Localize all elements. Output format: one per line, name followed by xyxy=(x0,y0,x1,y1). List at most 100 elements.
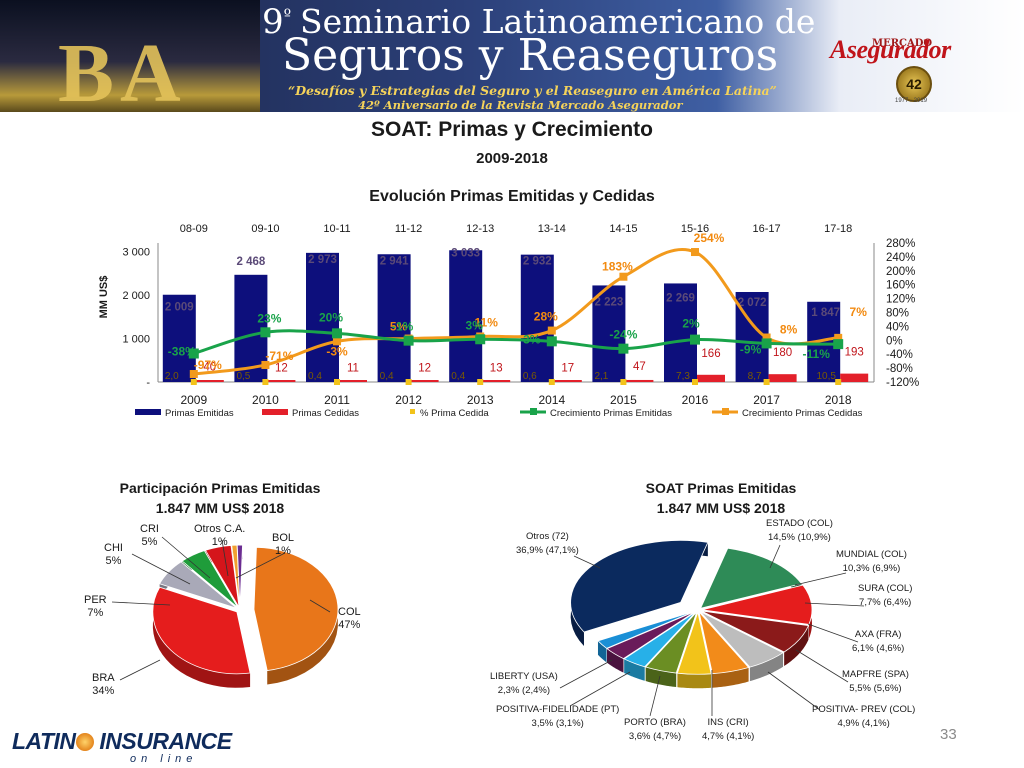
pie1-slice-label: PER 7% xyxy=(84,594,107,620)
leader-line xyxy=(131,553,191,585)
crec-emitidas-marker xyxy=(546,336,557,347)
pie2-slice-label: INS (CRI) 4,7% (4,1%) xyxy=(702,716,754,744)
pct-cedida-marker xyxy=(835,379,842,385)
pie-slice xyxy=(253,546,339,671)
y2-tick-label: -40% xyxy=(886,349,913,361)
bar-value-label: 12 xyxy=(418,362,431,374)
pie1-slice-label: BOL 1% xyxy=(272,532,294,558)
pie-slice xyxy=(597,610,695,649)
category-label: 2016 xyxy=(682,393,709,407)
crec-emitidas-label: 20% xyxy=(319,310,343,324)
bar-primas-emitidas xyxy=(162,294,196,382)
bar-value-label: 2 223 xyxy=(595,296,624,308)
bar-primas-cedidas xyxy=(768,374,797,382)
pie2-slice-label: PORTO (BRA) 3,6% (4,7%) xyxy=(624,716,686,744)
bar-primas-cedidas xyxy=(482,380,511,382)
leader-line xyxy=(119,659,161,681)
y2-tick-label: 0% xyxy=(886,335,903,347)
crec-cedidas-label: 11% xyxy=(475,315,499,329)
category-label: 2017 xyxy=(753,393,780,407)
crec-cedidas-label: 28% xyxy=(534,310,558,324)
leader-line xyxy=(111,601,171,606)
crec-emitidas-marker xyxy=(475,334,486,345)
pie2-slice-name: POSITIVA- PREV (COL) xyxy=(812,704,916,715)
crec-emitidas-marker xyxy=(260,327,271,338)
pct-cedida-label: 0,4 xyxy=(380,371,394,382)
pie2-slice-value: 3,5% (3,1%) xyxy=(531,718,584,729)
pct-cedida-marker xyxy=(548,379,555,385)
top-axis-label: 09-10 xyxy=(251,223,279,235)
pie2-title: SOAT Primas Emitidas 1.847 MM US$ 2018 xyxy=(586,478,856,518)
pie-slice-side xyxy=(712,667,749,688)
asegurador-logo: Asegurador xyxy=(830,35,951,64)
globe-icon xyxy=(75,733,94,751)
pie-slice xyxy=(623,611,697,668)
pie1-slice-label: COL 47% xyxy=(338,606,361,632)
leader-line xyxy=(804,602,865,607)
crec-cedidas-label: 7% xyxy=(850,305,868,319)
pie-slice-side xyxy=(606,648,624,673)
top-axis-label: 13-14 xyxy=(538,223,566,235)
crec-cedidas-label: -97% xyxy=(194,358,222,372)
leader-line xyxy=(794,572,847,586)
category-label: 2015 xyxy=(610,393,637,407)
crec-cedidas-marker xyxy=(619,272,628,281)
pct-cedida-marker xyxy=(334,379,340,385)
top-axis-label: 16-17 xyxy=(753,223,781,235)
pie-slice-side xyxy=(749,652,784,682)
legend-label: Crecimiento Primas Cedidas xyxy=(742,408,863,419)
seminar-number-sup: º xyxy=(283,5,292,25)
banner-title-line1: Seminario Latinoamericano de xyxy=(300,2,816,41)
seminar-number: 9º xyxy=(262,2,291,42)
bar-primas-cedidas xyxy=(267,380,296,382)
pie2-slice-label: AXA (FRA) 6,1% (4,6%) xyxy=(852,628,904,656)
bar-primas-cedidas xyxy=(697,374,725,382)
pie1-slice-value: 34% xyxy=(92,685,115,697)
category-label: 2013 xyxy=(467,393,494,407)
pie1-slice-value: 1% xyxy=(275,545,291,557)
legend-swatch xyxy=(530,408,537,415)
crec-emitidas-label: -24% xyxy=(609,328,637,342)
crec-cedidas-label: 5% xyxy=(390,320,408,334)
pie2-slice-value: 36,9% (47,1%) xyxy=(516,545,579,556)
pie1-slice-value: 5% xyxy=(105,555,122,567)
pie-slice xyxy=(699,547,803,609)
bar-value-label: 40 xyxy=(203,361,216,373)
bar-primas-cedidas xyxy=(339,380,367,382)
pct-cedida-marker xyxy=(405,379,412,385)
pct-cedida-label: 0,5 xyxy=(236,371,250,382)
leader-line xyxy=(767,671,821,711)
pie2-slice-name: PORTO (BRA) xyxy=(624,717,686,728)
leader-line xyxy=(573,555,601,569)
pie1-slice-name: Otros C.A. xyxy=(194,523,246,535)
pie-slice xyxy=(181,550,239,608)
pie2-slice-name: POSITIVA-FIDELIDADE (PT) xyxy=(496,704,620,715)
legend-label: Crecimiento Primas Emitidas xyxy=(550,408,672,419)
pct-cedida-label: 0,4 xyxy=(308,371,322,382)
pie2-slice-label: MAPFRE (SPA) 5,5% (5,6%) xyxy=(842,668,909,696)
y2-tick-label: 40% xyxy=(886,321,909,333)
pie2-slice-name: AXA (FRA) xyxy=(854,629,902,640)
pie-slice xyxy=(159,561,238,609)
bar-value-label: 2 973 xyxy=(308,254,337,266)
crec-emitidas-marker xyxy=(833,339,844,350)
y-tick-label: 3 000 xyxy=(122,247,150,259)
pie1-slice-label: Otros C.A. 1% xyxy=(194,523,245,549)
legend-swatch xyxy=(410,409,415,414)
header-banner: BA 9º Seminario Latinoamericano de Segur… xyxy=(0,0,1024,120)
bar-value-label: 2 932 xyxy=(523,256,552,268)
leader-line xyxy=(795,649,849,683)
bar-primas-cedidas xyxy=(625,379,654,382)
bar-primas-emitidas xyxy=(664,283,697,382)
crec-cedidas-label: 183% xyxy=(602,260,633,274)
city-letters: BA xyxy=(58,27,187,120)
bar-primas-emitidas xyxy=(377,254,411,382)
pct-cedida-label: 7,3 xyxy=(676,371,690,382)
pie-slice xyxy=(152,586,251,675)
leader-line xyxy=(235,552,286,579)
legend-label: Primas Emitidas xyxy=(165,408,234,419)
crec-emitidas-label: 3% xyxy=(466,318,484,332)
pie2-slice-name: SURA (COL) xyxy=(858,583,913,594)
pie2-slice-value: 5,5% (5,6%) xyxy=(849,683,902,694)
pie1-slice-name: BRA xyxy=(92,672,115,684)
